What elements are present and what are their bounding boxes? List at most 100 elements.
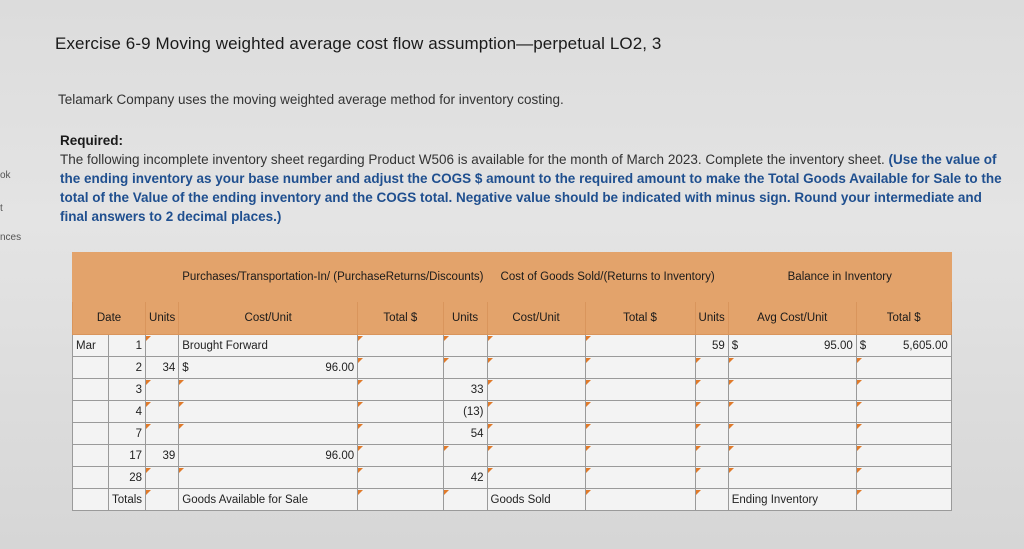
amount-cell: $96.00 [178, 356, 359, 379]
empty-cell [584, 444, 696, 467]
group-header: Purchases/Transportation-In/ (PurchaseRe… [178, 252, 488, 302]
amount: 95.00 [823, 339, 853, 352]
empty-cell [178, 422, 359, 445]
empty-cell [72, 444, 109, 467]
empty-cell [442, 488, 488, 511]
empty-cell [727, 422, 857, 445]
empty-cell [727, 444, 857, 467]
empty-cell [357, 356, 444, 379]
cell: 39 [145, 444, 180, 467]
empty-cell [72, 400, 109, 423]
empty-cell [584, 466, 696, 489]
exercise-title: Exercise 6-9 Moving weighted average cos… [55, 34, 662, 53]
empty-cell [145, 422, 180, 445]
cell: (13) [442, 400, 488, 423]
cell: Mar [72, 334, 109, 357]
cell: Totals [107, 488, 147, 511]
empty-cell [357, 444, 444, 467]
empty-cell [178, 466, 359, 489]
amount-cell: $95.00 [727, 334, 857, 357]
empty-cell [72, 488, 109, 511]
group-header: Cost of Goods Sold/(Returns to Inventory… [486, 252, 729, 302]
empty-cell [442, 444, 488, 467]
empty-cell [584, 400, 696, 423]
empty-cell [727, 466, 857, 489]
requirements: Required: The following incomplete inven… [60, 131, 1005, 226]
empty-cell [584, 334, 696, 357]
sheet-row: 3 33 [72, 378, 952, 401]
empty-cell [855, 488, 952, 511]
empty-cell [694, 488, 729, 511]
empty-cell [145, 334, 180, 357]
empty-cell [145, 466, 180, 489]
empty-cell [442, 356, 488, 379]
empty-cell [178, 378, 359, 401]
column-header: Units [694, 301, 729, 335]
side-fragment: t [0, 203, 3, 214]
empty-cell [584, 356, 696, 379]
empty-cell [584, 488, 696, 511]
sheet-row: 4 (13) [72, 400, 952, 423]
currency-sign: $ [182, 361, 189, 374]
empty-cell [694, 356, 729, 379]
cell: 2 [107, 356, 147, 379]
empty-cell [694, 466, 729, 489]
empty-cell [357, 466, 444, 489]
currency-sign: $ [731, 339, 739, 352]
column-header: Cost/Unit [486, 301, 586, 335]
side-fragment: nces [0, 232, 22, 243]
amount: 96.00 [325, 361, 355, 374]
sheet-row: Mar 1 Brought Forward 59 $95.00 $5,605.00 [72, 334, 952, 357]
cell: 33 [442, 378, 488, 401]
empty-cell [855, 378, 952, 401]
sheet-row: 7 54 [72, 422, 952, 445]
empty-cell [855, 466, 952, 489]
empty-cell [486, 334, 586, 357]
cell: 42 [442, 466, 488, 489]
cell: 59 [694, 334, 729, 357]
cell: 1 [107, 334, 147, 357]
empty-cell [584, 422, 696, 445]
empty-cell [855, 422, 952, 445]
column-header: Avg Cost/Unit [727, 301, 857, 335]
empty-cell [178, 400, 359, 423]
cell: Ending Inventory [727, 488, 857, 511]
empty-cell [357, 488, 444, 511]
inventory-sheet: Purchases/Transportation-In/ (PurchaseRe… [71, 252, 952, 511]
cell: Goods Available for Sale [178, 488, 359, 511]
column-header: Units [442, 301, 488, 335]
sheet-row: Totals Goods Available for Sale Goods Sold… [72, 488, 952, 511]
required-instruction: (Use the value of the ending inventory a… [60, 152, 1002, 224]
empty-cell [357, 334, 444, 357]
empty-cell [694, 378, 729, 401]
cell: 28 [107, 466, 147, 489]
cell: 7 [107, 422, 147, 445]
empty-cell [694, 422, 729, 445]
cell: 3 [107, 378, 147, 401]
column-header: Units [145, 301, 180, 335]
empty-cell [486, 356, 586, 379]
cell: 96.00 [178, 444, 359, 467]
group-header-row: Purchases/Transportation-In/ (PurchaseRe… [71, 252, 952, 302]
empty-cell [486, 400, 586, 423]
empty-cell [72, 378, 109, 401]
empty-cell [727, 378, 857, 401]
required-label: Required: [60, 133, 124, 148]
empty-cell [72, 422, 109, 445]
cell: 4 [107, 400, 147, 423]
empty-cell [442, 334, 488, 357]
cell: Goods Sold [486, 488, 586, 511]
cell: Brought Forward [178, 334, 359, 357]
empty-cell [145, 400, 180, 423]
empty-cell [486, 378, 586, 401]
side-fragment: ok [0, 170, 11, 181]
amount: 5,605.00 [902, 339, 948, 352]
empty-cell [357, 422, 444, 445]
empty-cell [357, 378, 444, 401]
column-header-row: Date Units Cost/Unit Total $ Units Cost/Unit T… [71, 301, 952, 335]
cell: 17 [107, 444, 147, 467]
empty-cell [855, 356, 952, 379]
column-header: Cost/Unit [178, 301, 359, 335]
required-text: The following incomplete inventory sheet… [60, 152, 885, 167]
